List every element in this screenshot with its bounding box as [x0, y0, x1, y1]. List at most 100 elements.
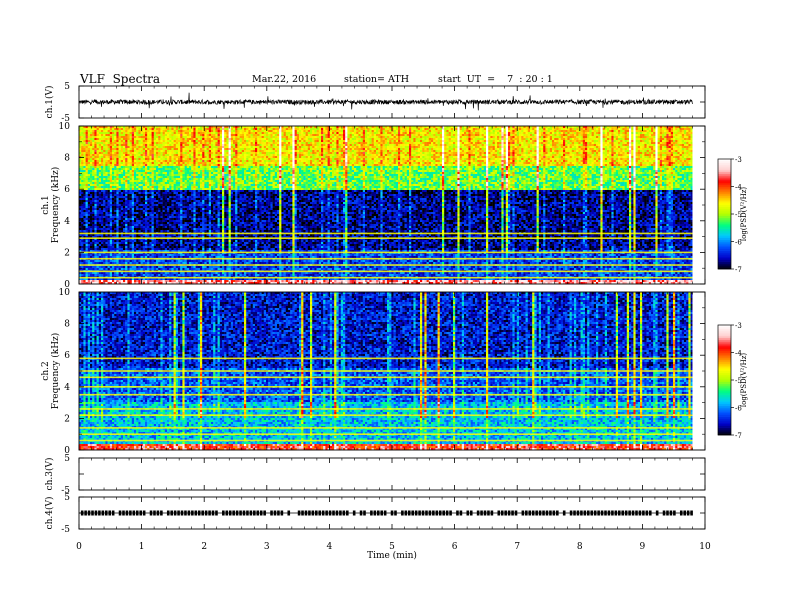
ch1-spectrogram-cell [152, 218, 154, 220]
ch1-spectrogram-cell [174, 226, 176, 228]
ch1-spectrogram-cell [182, 222, 184, 224]
ch1-spectrogram-cell [119, 216, 121, 218]
ch1-spectrogram-cell [94, 178, 96, 180]
ch1-spectrogram-cell [97, 136, 99, 138]
ch1-spectrogram-cell [182, 186, 184, 188]
ch1-spectrogram-cell [103, 192, 105, 194]
ch1-spectrogram-cell [154, 140, 156, 142]
ch1-spectrogram-cell [185, 154, 187, 156]
ch1-spectrogram-cell [165, 222, 167, 224]
ch1-spectrogram-cell [138, 160, 140, 162]
ch1-spectrogram-cell [152, 224, 154, 226]
ch1-spectrogram-cell [134, 176, 136, 178]
ch1-spectrogram-cell [127, 158, 129, 160]
ch1-spectrogram-cell [147, 262, 149, 264]
ch1-spectrogram-cell [185, 144, 187, 146]
ch1-spectrogram-cell [92, 140, 94, 142]
ch1-spectrogram-cell [174, 220, 176, 222]
ch1-spectrogram-cell [167, 166, 169, 168]
ch1-spectrogram-cell [83, 240, 85, 242]
ch1-spectrogram-cell [110, 160, 112, 162]
ch1-spectrogram-cell [149, 140, 151, 142]
ch1-spectrogram-cell [147, 228, 149, 230]
ch1-spectrogram-cell [189, 244, 191, 246]
ch1-spectrogram-cell [101, 274, 103, 276]
ch1-spectrogram-cell [165, 234, 167, 236]
ch1-spectrogram-cell [121, 132, 123, 134]
ch1-spectrogram-cell [189, 154, 191, 156]
ch1-spectrogram-cell [114, 134, 116, 136]
ch1-spectrogram-cell [108, 218, 110, 220]
ch1-spectrogram-cell [189, 182, 191, 184]
ch1-spectrogram-cell [92, 212, 94, 214]
ch1-spectrogram-cell [174, 152, 176, 154]
ch1-spectrogram-cell [81, 234, 83, 236]
ch1-spectrogram-cell [167, 222, 169, 224]
ch1-spectrogram-cell [143, 170, 145, 172]
ch1-spectrogram-cell [180, 132, 182, 134]
ch1-spectrogram-cell [163, 204, 165, 206]
ch1-spectrogram-cell [152, 146, 154, 148]
ch1-spectrogram-cell [187, 182, 189, 184]
ch1-spectrogram-cell [156, 184, 158, 186]
ch1-spectrogram-cell [130, 142, 132, 144]
ch1-spectrogram-cell [165, 226, 167, 228]
ch1-spectrogram-cell [97, 190, 99, 192]
ch1-spectrogram-cell [149, 182, 151, 184]
ch1-spectrogram-cell [154, 148, 156, 150]
ch1-spectrogram-cell [103, 262, 105, 264]
ch1-spectrogram-cell [132, 224, 134, 226]
ch1-spectrogram-cell [138, 156, 140, 158]
ch1-spectrogram-cell [103, 188, 105, 190]
ch1-spectrogram-cell [134, 182, 136, 184]
ch1-spectrogram-cell [171, 146, 173, 148]
ch1-spectrogram-cell [185, 184, 187, 186]
ch1-spectrogram-cell [112, 222, 114, 224]
ch1-spectrogram-cell [119, 154, 121, 156]
ch1-spectrogram-cell [167, 196, 169, 198]
ch1-spectrogram-cell [189, 200, 191, 202]
ch1-spectrogram-cell [99, 224, 101, 226]
ch1-spectrogram-cell [152, 160, 154, 162]
ch1-spectrogram-cell [171, 266, 173, 268]
ch1-spectrogram-cell [92, 254, 94, 256]
ch1-spectrogram-cell [103, 220, 105, 222]
ch1-spectrogram-cell [160, 194, 162, 196]
ch1-spectrogram-cell [191, 172, 193, 174]
ch1-spectrogram-cell [147, 218, 149, 220]
ch1-spectrogram-cell [130, 164, 132, 166]
ch1-spectrogram-cell [94, 234, 96, 236]
ch1-spectrogram-cell [112, 184, 114, 186]
ch1-spectrogram-cell [116, 212, 118, 214]
ch1-spectrogram-cell [127, 162, 129, 164]
ch1-spectrogram-cell [134, 194, 136, 196]
ch1-spectrogram-cell [171, 214, 173, 216]
ch1-spectrogram-cell [121, 164, 123, 166]
ch1-spectrogram-cell [134, 200, 136, 202]
ch1-spectrogram-cell [105, 224, 107, 226]
ch1-spectrogram-cell [88, 194, 90, 196]
ch1-spectrogram-cell [108, 128, 110, 130]
ch1-spectrogram-cell [83, 218, 85, 220]
ch1-spectrogram-cell [156, 202, 158, 204]
ch1-spectrogram-cell [119, 140, 121, 142]
ch1-spectrogram-cell [163, 174, 165, 176]
ch1-spectrogram-cell [147, 176, 149, 178]
ch1-spectrogram-cell [182, 228, 184, 230]
ch1-spectrogram-cell [138, 204, 140, 206]
ch1-spectrogram-cell [99, 130, 101, 132]
ch1-spectrogram-cell [180, 230, 182, 232]
ch1-spectrogram-cell [90, 186, 92, 188]
ch1-spectrogram-cell [187, 128, 189, 130]
ch1-spectrogram-cell [163, 218, 165, 220]
ch1-spectrogram-cell [174, 132, 176, 134]
ch1-spectrogram-cell [127, 134, 129, 136]
ch1-spectrogram-cell [191, 206, 193, 208]
ch1-spectrogram-cell [94, 268, 96, 270]
ch1-spectrogram-cell [83, 184, 85, 186]
ch1-spectrogram-cell [163, 130, 165, 132]
ch1-spectrogram-cell [147, 256, 149, 258]
ch1-spectrogram-cell [114, 256, 116, 258]
ch1-spectrogram-cell [149, 208, 151, 210]
ch1-spectrogram-cell [125, 172, 127, 174]
